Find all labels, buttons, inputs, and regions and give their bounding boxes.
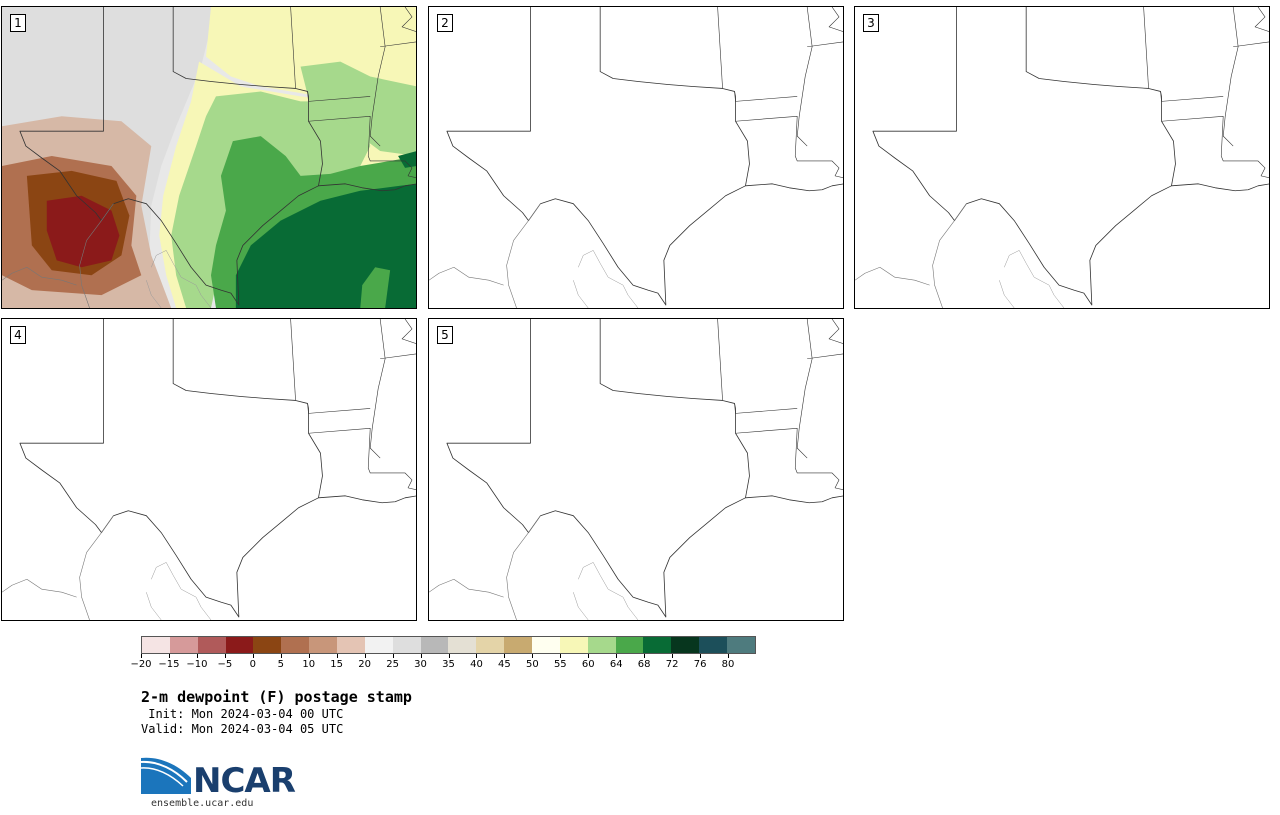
colorbar-tick-label: 20	[358, 659, 371, 670]
colorbar-tick	[224, 654, 226, 658]
colorbar-tick-label: 30	[414, 659, 427, 670]
colorbar-tick-label: −10	[186, 659, 208, 670]
colorbar-swatch	[142, 637, 170, 653]
dewpoint-field-map	[2, 7, 416, 308]
ncar-logo-icon	[141, 757, 191, 794]
colorbar-tick-label: 10	[302, 659, 316, 670]
colorbar-tick-label: −15	[158, 659, 180, 670]
colorbar-tick	[336, 654, 338, 658]
colorbar-tick-label: 76	[693, 659, 707, 670]
panel-label: 3	[863, 14, 879, 32]
colorbar-swatch	[169, 637, 198, 653]
stamp-panel-1: 1	[1, 6, 417, 309]
colorbar-tick	[700, 654, 702, 658]
stamp-panel-3: 3	[854, 6, 1270, 309]
colorbar-tick-label: 25	[386, 659, 399, 670]
colorbar-swatch	[225, 637, 254, 653]
colorbar-tick	[728, 654, 730, 658]
empty-map	[429, 7, 843, 308]
colorbar-tick	[616, 654, 618, 658]
stamp-panel-2: 2	[428, 6, 844, 309]
colorbar-swatch	[615, 637, 644, 653]
colorbar-tick	[588, 654, 590, 658]
colorbar-tick	[672, 654, 674, 658]
colorbar-tick-label: 15	[330, 659, 344, 670]
colorbar-tick	[532, 654, 534, 658]
colorbar-tick	[168, 654, 170, 658]
colorbar-tick-label: 50	[525, 659, 539, 670]
colorbar-tick	[504, 654, 506, 658]
colorbar-tick	[196, 654, 198, 658]
colorbar-swatch	[587, 637, 616, 653]
colorbar-tick	[141, 654, 142, 658]
colorbar-tick	[448, 654, 450, 658]
colorbar-swatch	[281, 637, 310, 653]
colorbar-tick-label: 45	[498, 659, 511, 670]
site-url: ensemble.ucar.edu	[151, 798, 254, 809]
colorbar-tick	[280, 654, 282, 658]
empty-map	[2, 319, 416, 620]
panel-label: 2	[437, 14, 453, 32]
colorbar-tick	[644, 654, 646, 658]
colorbar-swatch	[197, 637, 226, 653]
colorbar-ticks: −20 −15 −10 −5 0 5 10 15 20 25 30 35 40 45 50 55 60 64 68 7…	[130, 654, 756, 674]
colorbar-tick	[392, 654, 394, 658]
stamp-panel-5: 5	[428, 318, 844, 621]
colorbar-tick	[476, 654, 478, 658]
colorbar-tick-label: 35	[442, 659, 455, 670]
init-time: Init: Mon 2024-03-04 00 UTC	[141, 707, 344, 721]
panel-label: 1	[10, 14, 26, 32]
colorbar-swatch	[392, 637, 421, 653]
colorbar-tick	[252, 654, 254, 658]
colorbar-swatch	[727, 637, 755, 653]
colorbar-tick-label: 68	[637, 659, 651, 670]
colorbar-swatch	[364, 637, 393, 653]
colorbar-swatch	[559, 637, 588, 653]
colorbar-tick-label: 40	[470, 659, 483, 670]
colorbar-swatch	[253, 637, 282, 653]
valid-time: Valid: Mon 2024-03-04 05 UTC	[141, 722, 344, 736]
colorbar-swatch	[309, 637, 338, 653]
empty-map	[429, 319, 843, 620]
colorbar-tick-label: 55	[553, 659, 567, 670]
empty-map	[855, 7, 1269, 308]
colorbar-swatch	[448, 637, 477, 653]
colorbar-tick-label: 72	[665, 659, 679, 670]
panel-label: 5	[437, 326, 453, 344]
colorbar-swatch	[504, 637, 533, 653]
panel-label: 4	[10, 326, 26, 344]
colorbar-tick-label: 80	[721, 659, 735, 670]
colorbar	[141, 636, 756, 654]
colorbar-swatch	[337, 637, 365, 653]
colorbar-tick-label: −20	[130, 659, 152, 670]
colorbar-tick-label: 5	[277, 659, 284, 670]
colorbar-tick	[560, 654, 562, 658]
logo-text: NCAR	[193, 761, 296, 801]
colorbar-tick-label: 64	[609, 659, 623, 670]
colorbar-swatch	[671, 637, 700, 653]
colorbar-swatch	[699, 637, 728, 653]
stamp-panel-4: 4	[1, 318, 417, 621]
colorbar-tick	[308, 654, 310, 658]
colorbar-tick-label: 60	[581, 659, 595, 670]
page-title: 2-m dewpoint (F) postage stamp	[141, 688, 412, 706]
colorbar-swatch	[532, 637, 560, 653]
colorbar-tick	[420, 654, 422, 658]
colorbar-swatch	[643, 637, 672, 653]
colorbar-tick	[364, 654, 366, 658]
colorbar-swatch	[476, 637, 505, 653]
colorbar-swatch	[420, 637, 449, 653]
colorbar-tick-label: 0	[249, 659, 256, 670]
colorbar-tick-label: −5	[217, 659, 233, 670]
